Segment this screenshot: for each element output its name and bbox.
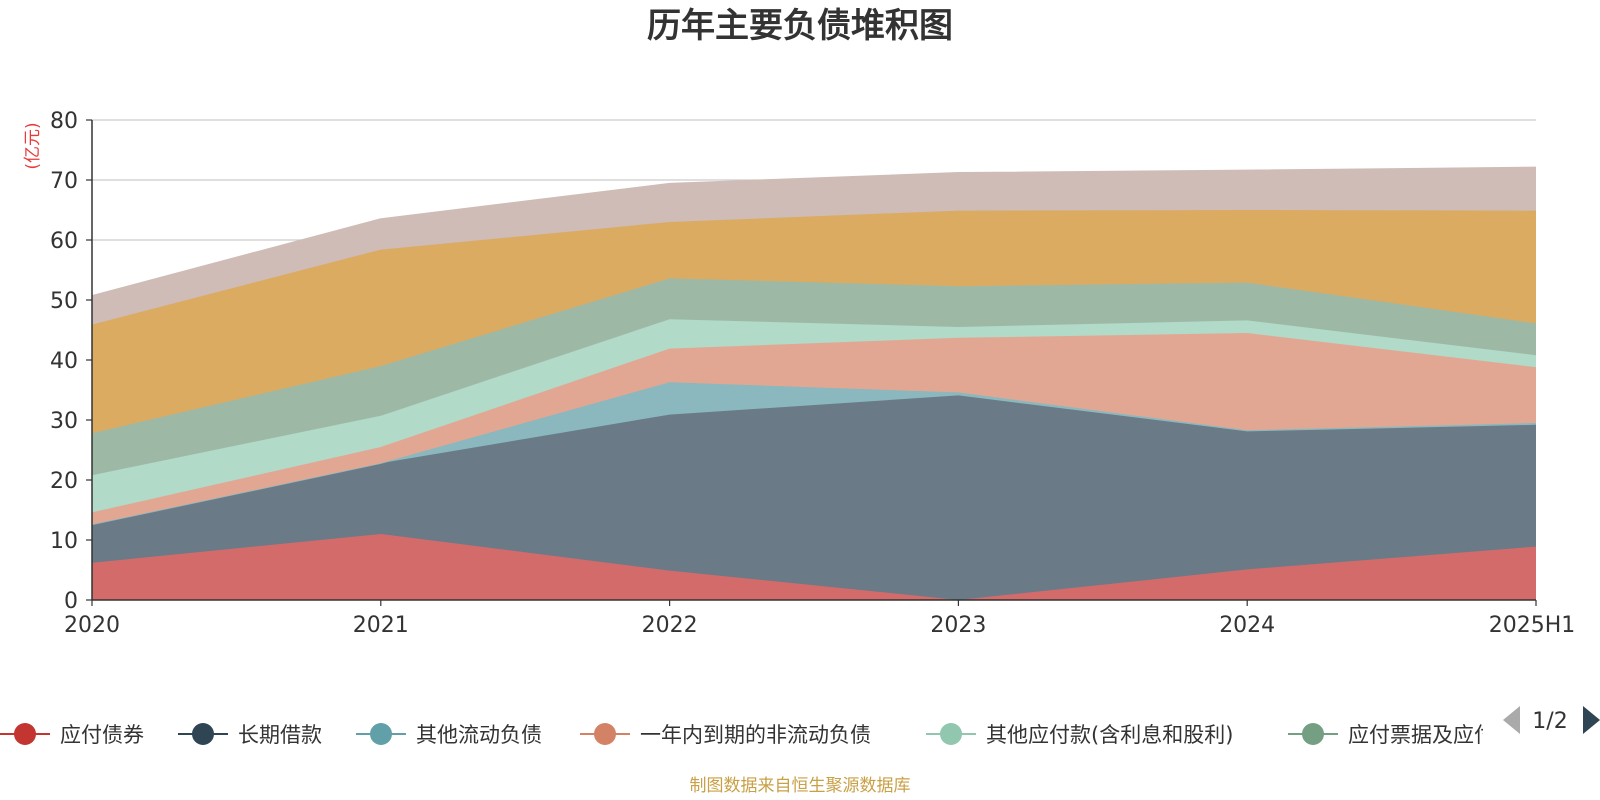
legend-page-indicator: 1/2: [1532, 709, 1567, 734]
legend-next-icon[interactable]: [1583, 706, 1600, 734]
legend-item[interactable]: 其他应付款(含利息和股利): [926, 723, 1233, 747]
x-tick-label: 2022: [642, 613, 698, 638]
legend-circle-icon: [370, 723, 392, 745]
legend-circle-icon: [594, 723, 616, 745]
legend-item[interactable]: 一年内到期的非流动负债: [580, 723, 871, 747]
area-series-7: [92, 167, 1536, 325]
legend-label: 应付债券: [60, 723, 144, 747]
x-tick-label: 2020: [64, 613, 120, 638]
y-tick-label: 70: [50, 169, 78, 194]
legend-circle-icon: [14, 723, 36, 745]
area-series-6: [92, 210, 1536, 434]
legend-item[interactable]: 长期借款: [178, 723, 322, 747]
y-tick-label: 30: [50, 409, 78, 434]
legend: 应付债券 长期借款 其他流动负债 一年内到期的非流动负债 其他应付款(含利息和股利) 应付…: [0, 723, 1537, 747]
legend-circle-icon: [1302, 723, 1324, 745]
legend-item[interactable]: 其他流动负债: [356, 723, 542, 747]
data-source-note: 制图数据来自恒生聚源数据库: [690, 776, 911, 796]
legend-label: 其他应付款(含利息和股利): [986, 723, 1233, 747]
legend-pager: 1/2: [1503, 706, 1600, 734]
area-series-0: [92, 534, 1536, 600]
area-series: [91, 166, 1537, 601]
legend-item[interactable]: 应付票据及应付账款: [1288, 723, 1537, 747]
area-series-1: [92, 395, 1536, 600]
legend-label: 应付票据及应付账款: [1348, 723, 1537, 747]
legend-item[interactable]: 应付债券: [0, 723, 144, 747]
x-tick-label: 2025H1: [1489, 613, 1576, 638]
legend-label: 一年内到期的非流动负债: [640, 723, 871, 747]
y-tick-label: 20: [50, 469, 78, 494]
legend-prev-icon[interactable]: [1503, 706, 1520, 734]
y-tick-label: 60: [50, 229, 78, 254]
chart-title: 历年主要负债堆积图: [647, 6, 953, 46]
y-axis-unit: (亿元): [23, 122, 43, 169]
area-series-5: [92, 278, 1536, 476]
legend-label: 其他流动负债: [416, 723, 542, 747]
x-tick-label: 2023: [930, 613, 986, 638]
axes: 0 10 20 30 40 50 60 70 80 2020 2021 2022 2023 2024 202…: [50, 109, 1575, 638]
legend-circle-icon: [940, 723, 962, 745]
legend-label: 长期借款: [238, 723, 322, 747]
y-tick-label: 80: [50, 109, 78, 134]
y-tick-label: 10: [50, 529, 78, 554]
area-edge-7: [91, 166, 1537, 297]
y-tick-label: 40: [50, 349, 78, 374]
y-tick-label: 0: [64, 589, 78, 614]
area-series-3: [92, 333, 1536, 525]
x-tick-label: 2024: [1219, 613, 1275, 638]
legend-circle-icon: [192, 723, 214, 745]
y-tick-label: 50: [50, 289, 78, 314]
x-tick-label: 2021: [353, 613, 409, 638]
